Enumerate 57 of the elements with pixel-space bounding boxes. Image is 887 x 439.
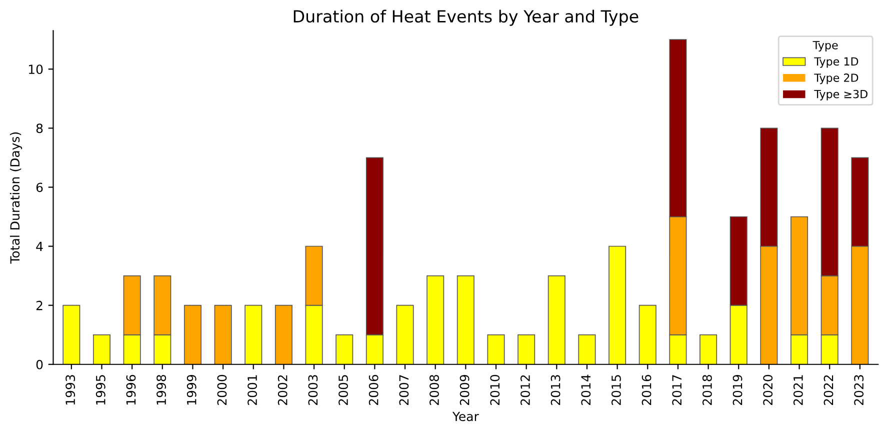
legend-label: Type 1D — [814, 57, 858, 68]
x-tick-label: 2018 — [702, 374, 712, 405]
x-tick-label: 1999 — [186, 374, 196, 405]
x-tick-label: 2022 — [824, 375, 834, 405]
x-tick-label: 2009 — [460, 374, 470, 405]
y-tick-label: 2 — [36, 300, 42, 310]
bar — [214, 304, 232, 364]
bar — [184, 304, 202, 364]
x-tick-label: 2007 — [399, 375, 409, 405]
x-tick-label: 1998 — [156, 374, 166, 405]
y-tick-label: 10 — [28, 64, 43, 74]
x-tick-label: 2020 — [763, 374, 773, 405]
x-tick-label: 2013 — [550, 375, 560, 405]
x-tick-label: 2010 — [490, 374, 500, 405]
legend-title: Type — [812, 41, 838, 52]
bar — [518, 334, 536, 364]
x-tick-label: 2000 — [217, 374, 227, 405]
bar — [62, 304, 80, 364]
y-tick-label: 4 — [36, 242, 43, 252]
bar — [638, 304, 656, 364]
bar — [274, 304, 292, 364]
x-tick-label: 2008 — [430, 374, 439, 405]
bar — [426, 275, 444, 364]
x-axis-title: Year — [452, 412, 479, 422]
chart-title: Duration of Heat Events by Year and Type — [294, 10, 638, 26]
y-axis-title: Total Duration (Days) — [10, 132, 22, 264]
x-tick-label: 1996 — [126, 374, 136, 405]
y-tick-label: 8 — [36, 124, 43, 134]
bar — [608, 246, 626, 364]
x-tick-label: 2023 — [854, 375, 864, 405]
x-tick-label: 1993 — [66, 375, 76, 405]
bar — [548, 275, 566, 364]
bar — [578, 334, 596, 364]
x-tick-label: 2006 — [368, 374, 378, 405]
x-tick-label: 2012 — [520, 375, 530, 405]
bar — [456, 275, 474, 364]
bar — [336, 334, 354, 364]
x-tick-label: 2002 — [278, 375, 288, 405]
x-tick-label: 2014 — [581, 374, 591, 405]
bar — [700, 334, 718, 364]
x-tick-label: 2016 — [642, 374, 652, 405]
x-tick-label: 2019 — [732, 374, 742, 405]
bar — [396, 304, 414, 364]
x-tick-label: 2001 — [248, 375, 258, 405]
x-tick-label: 1995 — [96, 375, 106, 405]
x-tick-label: 2005 — [338, 375, 348, 405]
x-tick-label: 2003 — [308, 375, 318, 405]
bar — [487, 334, 505, 364]
x-tick-label: 2015 — [611, 375, 621, 405]
bar — [244, 304, 262, 364]
x-tick-label: 2017 — [672, 375, 682, 405]
y-tick-label: 0 — [36, 360, 43, 370]
legend-label: Type 2D — [814, 74, 858, 84]
bar — [92, 334, 111, 364]
legend-label: Type ≥3D — [814, 90, 868, 100]
x-tick-label: 2021 — [793, 375, 803, 405]
y-tick-label: 6 — [36, 182, 43, 192]
